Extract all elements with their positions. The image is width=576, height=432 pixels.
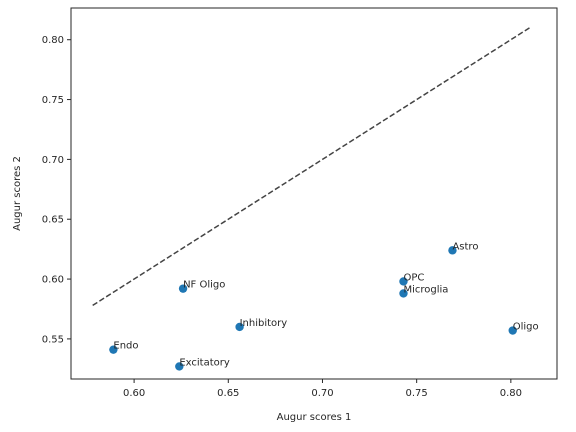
- point-label: Excitatory: [179, 357, 230, 368]
- x-tick-label: 0.80: [500, 388, 522, 399]
- y-axis-label: Augur scores 2: [12, 156, 23, 231]
- point-label: Inhibitory: [240, 318, 288, 329]
- point-label: OPC: [403, 272, 424, 283]
- x-tick-label: 0.65: [217, 388, 239, 399]
- point-label: Microglia: [403, 284, 448, 295]
- x-axis-label: Augur scores 1: [277, 412, 352, 423]
- y-tick-label: 0.80: [42, 35, 64, 46]
- y-tick-label: 0.65: [42, 215, 64, 226]
- x-tick-label: 0.60: [123, 388, 145, 399]
- x-tick-label: 0.70: [311, 388, 333, 399]
- x-tick-label: 0.75: [406, 388, 428, 399]
- y-tick-label: 0.75: [42, 95, 64, 106]
- point-label: Endo: [113, 341, 138, 352]
- point-label: Oligo: [513, 322, 539, 333]
- y-tick-label: 0.60: [42, 275, 64, 286]
- point-label: NF Oligo: [183, 280, 225, 291]
- y-tick-label: 0.55: [42, 334, 64, 345]
- y-tick-label: 0.70: [42, 155, 64, 166]
- point-label: Astro: [452, 241, 478, 252]
